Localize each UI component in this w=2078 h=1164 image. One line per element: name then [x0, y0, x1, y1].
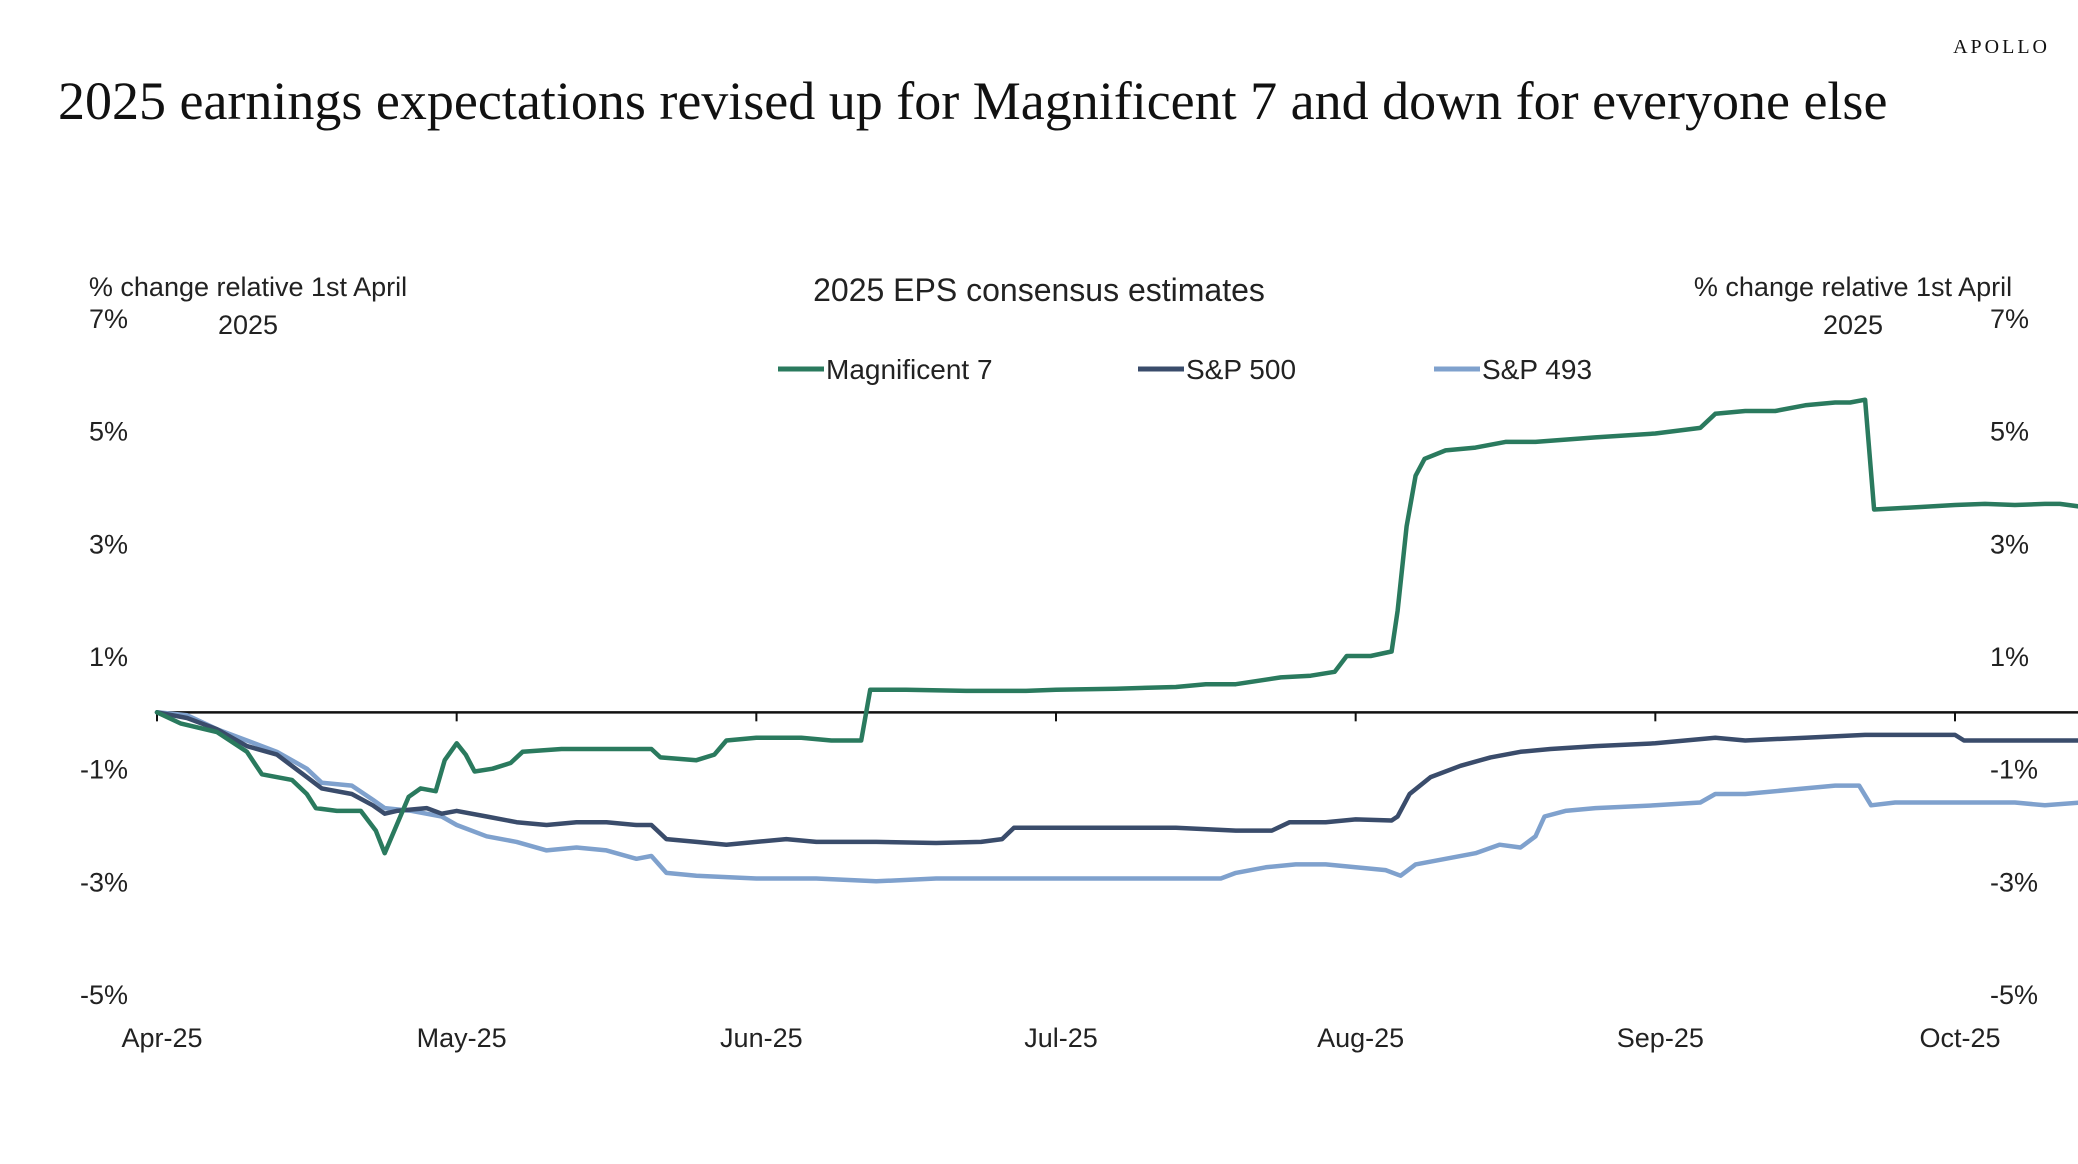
x-tick-label: Aug-25: [1317, 1023, 1404, 1053]
y-tick-label-right: 3%: [1990, 529, 2029, 559]
right-axis-title: % change relative 1st April 2025: [1693, 272, 2013, 340]
legend-label-sp500: S&P 500: [1186, 354, 1296, 385]
left-axis-title: % change relative 1st April 2025: [88, 272, 408, 340]
legend-label-mag7: Magnificent 7: [826, 354, 993, 385]
x-tick-label: Jun-25: [720, 1023, 803, 1053]
y-tick-label-right: 5%: [1990, 417, 2029, 447]
brand-logo: APOLLO: [1953, 36, 2050, 58]
x-tick-label: Sep-25: [1617, 1023, 1704, 1053]
y-tick-label-right: 1%: [1990, 642, 2029, 672]
series-line-sp500: [154, 710, 2078, 847]
y-tick-label-right: -5%: [1990, 980, 2038, 1010]
y-tick-label-left: -5%: [80, 980, 128, 1010]
y-tick-label-left: 3%: [89, 529, 128, 559]
y-tick-label-left: -3%: [80, 867, 128, 897]
y-tick-label-left: 1%: [89, 642, 128, 672]
y-tick-label-right: -3%: [1990, 867, 2038, 897]
y-tick-label-left: 7%: [89, 304, 128, 334]
x-tick-label: Jul-25: [1024, 1023, 1098, 1053]
x-tick-label: May-25: [417, 1023, 507, 1053]
y-tick-label-right: -1%: [1990, 755, 2038, 785]
y-tick-label-left: -1%: [80, 755, 128, 785]
y-tick-label-left: 5%: [89, 417, 128, 447]
x-tick-label: Apr-25: [121, 1023, 202, 1053]
chart-title: 2025 EPS consensus estimates: [813, 272, 1265, 308]
series-line-mag7: [154, 397, 2078, 856]
y-tick-label-right: 7%: [1990, 304, 2029, 334]
legend-label-sp493: S&P 493: [1482, 354, 1592, 385]
headline: 2025 earnings expectations revised up fo…: [58, 71, 1888, 131]
x-tick-label: Oct-25: [1919, 1023, 2000, 1053]
